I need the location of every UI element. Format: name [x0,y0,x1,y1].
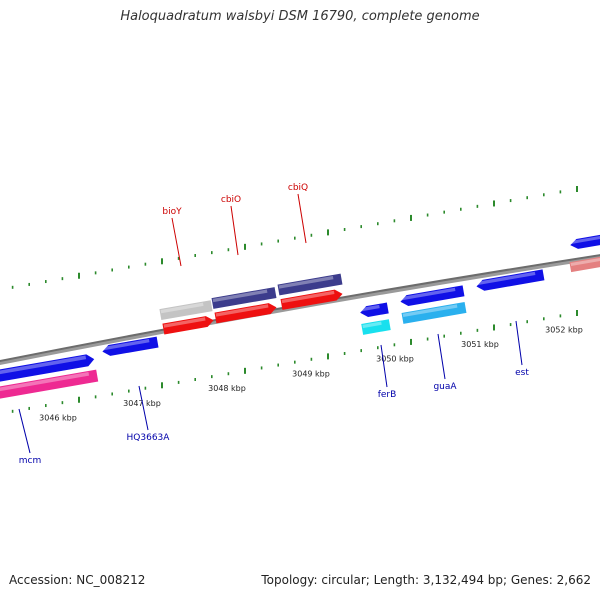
gene-cbiQ-body [277,273,343,296]
gene-salmon-edge-highlight [570,257,600,267]
leader-mcm [18,408,31,454]
gene-label-mcm: mcm [19,456,41,466]
gene-mcm-highlight [0,355,87,376]
gene-red-2-body [214,303,277,324]
leader-cbiQ [297,193,307,244]
gene-skyblue-highlight [402,304,458,318]
kbp-label: 3052 kbp [545,325,583,334]
gene-bioY[interactable] [159,300,213,320]
gene-bioY-highlight [160,302,204,314]
gene-label-cbiO: cbiO [221,195,241,205]
gene-cbiO-highlight [212,289,268,303]
gene-label-HQ3663A: HQ3663A [127,433,171,443]
kbp-label: 3051 kbp [461,340,499,349]
leader-est [515,320,523,366]
gene-red-1[interactable] [162,315,214,335]
gene-guaA-highlight [400,287,456,301]
gene-est[interactable] [476,269,545,292]
gene-est-highlight [476,271,536,286]
gene-red-3[interactable] [280,288,344,310]
gene-red-3-body [280,289,343,310]
gene-red-1-highlight [163,317,206,328]
gene-guaA-body [400,285,465,306]
gene-blue-edge-body [570,233,600,249]
gene-guaA[interactable] [400,285,465,307]
gene-bioY-body [159,300,213,320]
gene-cbiO[interactable] [211,287,277,309]
gene-HQ3663A[interactable] [101,336,159,357]
backbone-shadow [0,255,600,366]
gene-red-2[interactable] [214,302,278,324]
kbp-label: 3046 kbp [39,413,77,422]
gene-mcm-body [0,354,95,384]
gene-ferB-body [360,302,389,317]
gene-HQ3663A-highlight [102,339,150,351]
gene-label-cbiQ: cbiQ [288,183,308,193]
kbp-label: 3048 kbp [208,384,246,393]
leader-guaA [437,333,446,380]
kbp-label: 3049 kbp [292,369,330,378]
leader-bioY [171,217,182,267]
gene-label-bioY: bioY [162,207,182,217]
gene-skyblue-body [401,302,467,324]
gene-blue-edge-highlight [570,235,600,245]
leader-ferB [380,344,388,388]
gene-cbiO-body [211,287,277,309]
gene-blue-edge[interactable] [569,233,600,250]
gene-cyan[interactable] [361,319,391,335]
gene-est-body [476,269,545,291]
gene-ferB[interactable] [359,302,389,319]
gene-label-est: est [515,368,529,378]
gene-pink-body [0,369,99,401]
gene-ferB-highlight [360,304,380,312]
leader-HQ3663A [138,385,149,431]
gene-pink-highlight [0,372,90,393]
kbp-label: 3047 kbp [123,399,161,408]
gene-salmon-edge-body [569,255,600,273]
gene-cyan-body [361,319,391,335]
gene-label-guaA: guaA [433,382,457,392]
gene-red-1-body [162,316,214,335]
gene-salmon-edge[interactable] [569,255,600,273]
gene-red-2-highlight [215,304,269,317]
genome-stats-text: Topology: circular; Length: 3,132,494 bp… [261,573,591,587]
accession-text: Accession: NC_008212 [9,573,146,587]
gene-cyan-highlight [362,321,382,329]
gene-mcm[interactable] [0,353,95,384]
gene-HQ3663A-body [102,336,159,356]
gene-cbiQ-highlight [278,275,334,289]
map-title: Haloquadratum walsbyi DSM 16790, complet… [120,9,480,24]
kbp-label: 3050 kbp [376,355,414,364]
gene-red-3-highlight [281,290,335,304]
gene-pink[interactable] [0,369,99,401]
gene-skyblue[interactable] [401,302,467,324]
leader-cbiO [230,205,239,256]
gene-label-ferB: ferB [378,390,397,400]
gene-cbiQ[interactable] [277,273,343,296]
